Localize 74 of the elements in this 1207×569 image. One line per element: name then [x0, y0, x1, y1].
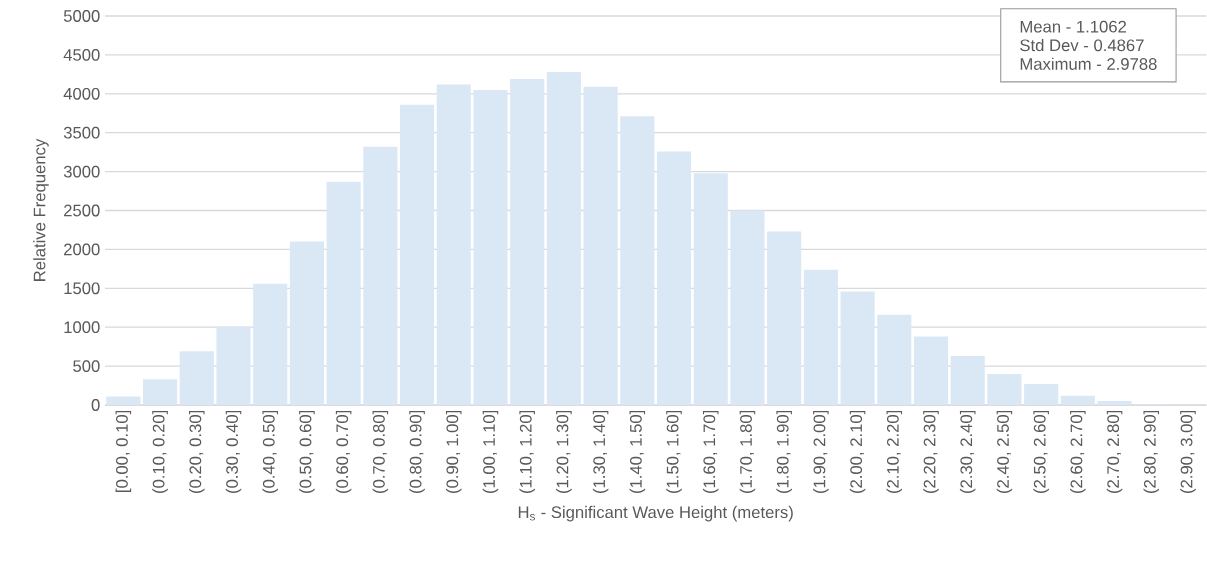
y-tick-label: 1000 — [64, 321, 100, 334]
x-tick-label: (0.50, 0.60] — [299, 410, 315, 494]
bar — [216, 326, 251, 405]
x-tick-label: (2.10, 2.20] — [886, 410, 903, 494]
y-tick-label: 500 — [73, 360, 100, 373]
y-tick-label: 2000 — [64, 243, 100, 256]
bar — [106, 396, 141, 405]
bar — [546, 72, 581, 405]
x-tick-label: (1.30, 1.40] — [592, 410, 609, 494]
x-tick-label: (0.70, 0.80] — [372, 410, 389, 494]
bar — [436, 84, 471, 405]
y-tick-label: 5000 — [63, 10, 100, 22]
y-tick-label: 4000 — [63, 87, 100, 100]
y-tick-label: 3500 — [63, 126, 100, 139]
y-tick-label: 3000 — [63, 165, 100, 178]
y-tick-label: 2500 — [64, 204, 100, 217]
bar — [877, 314, 912, 405]
x-tick-label: (0.80, 0.90] — [409, 410, 425, 494]
x-tick-label: (1.10, 1.20] — [519, 410, 535, 494]
bar — [840, 291, 875, 405]
y-tick-label: 4500 — [63, 49, 100, 61]
bar — [363, 146, 398, 405]
x-tick-label: (1.20, 1.30] — [556, 410, 572, 494]
bar — [1024, 383, 1059, 405]
x-axis-title: H$_{s}$ - Significant Wave Height (meters) — [518, 505, 793, 522]
bar — [767, 231, 802, 405]
bar — [1097, 401, 1132, 405]
y-tick-label: 0 — [91, 399, 100, 411]
annotation: Std Dev - 0.4867 — [1020, 38, 1144, 52]
x-tick-label: (2.30, 2.40] — [959, 410, 976, 494]
bar — [143, 379, 178, 405]
bar — [1060, 395, 1095, 405]
x-tick-label: (2.40, 2.50] — [996, 410, 1013, 494]
x-tick-label: (0.10, 0.20] — [152, 410, 168, 494]
x-tick-label: (2.00, 2.10] — [849, 410, 866, 494]
x-tick-label: (0.40, 0.50] — [262, 410, 278, 494]
x-tick-label: (2.80, 2.90] — [1143, 410, 1160, 494]
bar — [913, 336, 949, 405]
x-tick-label: (2.60, 2.70] — [1070, 410, 1086, 494]
bar — [803, 269, 838, 405]
bar — [326, 181, 361, 405]
x-tick-label: (0.60, 0.70] — [335, 410, 352, 494]
bar — [473, 89, 508, 405]
x-tick-label: (1.50, 1.60] — [666, 410, 682, 494]
bar — [179, 351, 214, 405]
x-tick-label: [0.00, 0.10] — [115, 410, 132, 492]
bar — [253, 283, 288, 405]
x-tick-label: (1.40, 1.50] — [629, 410, 646, 494]
x-tick-label: (2.70, 2.80] — [1106, 410, 1123, 494]
bar — [730, 210, 765, 405]
y-axis-title: Relative Frequency — [33, 138, 49, 281]
x-tick-label: (0.90, 1.00] — [445, 410, 462, 494]
x-tick-label: (2.20, 2.30] — [923, 410, 939, 494]
bar — [399, 104, 435, 405]
x-tick-label: (1.00, 1.10] — [482, 410, 499, 494]
x-tick-label: (0.30, 0.40] — [225, 410, 242, 494]
annotation: Maximum - 2.9788 — [1020, 57, 1157, 70]
bar — [950, 355, 985, 405]
x-tick-label: (1.90, 2.00] — [813, 410, 829, 494]
x-tick-label: (1.80, 1.90] — [776, 410, 792, 494]
x-tick-label: (2.90, 3.00] — [1180, 410, 1196, 494]
bar — [693, 173, 728, 405]
y-tick-label: 1500 — [64, 282, 100, 295]
bar — [583, 86, 618, 405]
bar — [510, 79, 545, 405]
bar — [620, 116, 655, 405]
bar — [987, 373, 1022, 405]
x-tick-label: (1.60, 1.70] — [702, 410, 719, 494]
x-tick-label: (0.20, 0.30] — [189, 410, 205, 494]
bar — [656, 151, 692, 405]
bar — [289, 241, 324, 405]
x-tick-label: (2.50, 2.60] — [1033, 410, 1049, 494]
annotation: Mean - 1.1062 — [1020, 20, 1127, 33]
x-tick-label: (1.70, 1.80] — [739, 410, 756, 494]
